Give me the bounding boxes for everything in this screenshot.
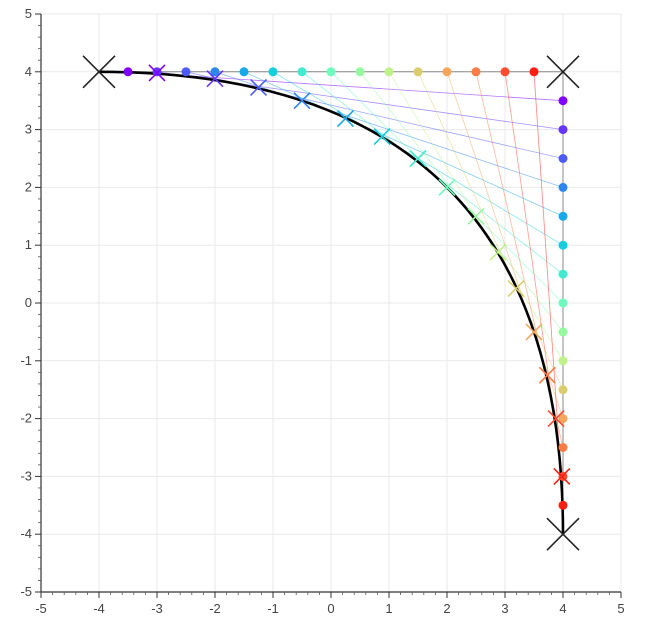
top-point <box>123 67 133 77</box>
top-point <box>442 67 452 77</box>
top-point <box>268 67 278 77</box>
x-tick-label: 5 <box>617 601 624 616</box>
y-tick-label: 4 <box>25 64 32 79</box>
right-point <box>558 298 568 308</box>
x-tick-label: 4 <box>559 601 566 616</box>
curve-marker-stroke <box>409 149 427 168</box>
right-point <box>558 154 568 163</box>
top-point <box>384 67 394 77</box>
y-tick-label: -5 <box>20 584 32 599</box>
curve-marker-stroke <box>293 92 311 110</box>
top-point <box>210 67 220 77</box>
curve-marker-stroke <box>547 410 565 428</box>
x-tick-label: 3 <box>501 601 508 616</box>
control-marker-stroke <box>546 55 580 89</box>
right-point <box>558 471 568 481</box>
x-tick-label: -2 <box>209 601 221 616</box>
right-point <box>558 96 568 106</box>
curve-marker-stroke <box>249 78 268 96</box>
curve-point-marker <box>336 110 355 128</box>
curve-marker-stroke <box>373 127 391 146</box>
y-tick-label: -1 <box>20 353 32 368</box>
right-point <box>558 182 568 192</box>
top-point <box>500 67 510 77</box>
curve-point-marker <box>467 207 485 225</box>
right-point <box>558 414 568 424</box>
top-point <box>181 67 191 77</box>
right-point <box>558 500 568 510</box>
curve-point-marker <box>293 92 311 110</box>
top-point <box>297 67 307 77</box>
right-point <box>558 356 568 366</box>
curve-marker-stroke <box>467 207 485 225</box>
curve-point-marker <box>148 64 166 82</box>
curve-point-marker <box>409 149 427 168</box>
x-tick-label: -4 <box>93 601 105 616</box>
curve-point-marker <box>507 279 525 298</box>
right-point <box>558 443 568 452</box>
axes: -5-5 -4 -4 -3 -3 -2 -2 -1 -1 0 0 1 1 2 2 3 3 4 4 5 5 <box>20 6 624 616</box>
curve-marker-stroke <box>336 110 355 128</box>
control-point-marker <box>82 55 116 89</box>
right-point <box>558 125 568 135</box>
top-point <box>239 67 249 77</box>
sample-points <box>123 67 568 510</box>
x-tick-label: -5 <box>35 601 47 616</box>
y-tick-label: 0 <box>25 295 32 310</box>
top-point <box>355 67 365 77</box>
y-tick-label: 3 <box>25 122 32 137</box>
top-point <box>471 67 481 77</box>
curve-point-marker <box>206 70 224 88</box>
x-tick-label: 0 <box>327 601 334 616</box>
right-point <box>558 327 568 337</box>
curve-marker-stroke <box>538 366 556 384</box>
curve-point-marker <box>538 366 556 384</box>
right-point <box>558 385 568 395</box>
curve-marker-stroke <box>553 467 571 485</box>
curve-point-marker <box>553 467 571 485</box>
x-tick-label: -3 <box>151 601 163 616</box>
right-point <box>558 240 568 250</box>
curve-markers <box>82 55 580 551</box>
curve-marker-stroke <box>507 279 525 298</box>
curve-point-marker <box>489 243 507 261</box>
control-point-marker <box>546 517 580 551</box>
x-tick-label: 1 <box>385 601 392 616</box>
control-marker-stroke <box>546 517 580 551</box>
y-tick-label: -2 <box>20 411 32 426</box>
y-tick-label: -4 <box>20 526 32 541</box>
curve-point-marker <box>547 410 565 428</box>
curve-point-marker <box>438 178 456 196</box>
y-tick-label: 1 <box>25 237 32 252</box>
y-tick-label: 5 <box>25 6 32 21</box>
control-point-marker <box>546 55 580 89</box>
y-tick-label: 2 <box>25 179 32 194</box>
curve-marker-stroke <box>525 323 543 341</box>
top-point <box>326 67 336 77</box>
x-tick-label: -1 <box>267 601 279 616</box>
y-tick-label: -3 <box>20 468 32 483</box>
top-point <box>413 67 423 77</box>
x-tick-label: 2 <box>443 601 450 616</box>
control-marker-stroke <box>82 55 116 89</box>
curve-marker-stroke <box>489 243 507 261</box>
right-point <box>558 211 568 221</box>
top-point <box>152 67 162 77</box>
top-point <box>529 67 539 77</box>
curve-point-marker <box>525 323 543 341</box>
curve-marker-stroke <box>206 70 224 88</box>
right-point <box>558 269 568 279</box>
chord-line <box>533 71 564 506</box>
curve-point-marker <box>249 78 268 96</box>
curve-point-marker <box>373 127 391 146</box>
curve-marker-stroke <box>438 178 456 196</box>
curve-marker-stroke <box>148 64 166 82</box>
